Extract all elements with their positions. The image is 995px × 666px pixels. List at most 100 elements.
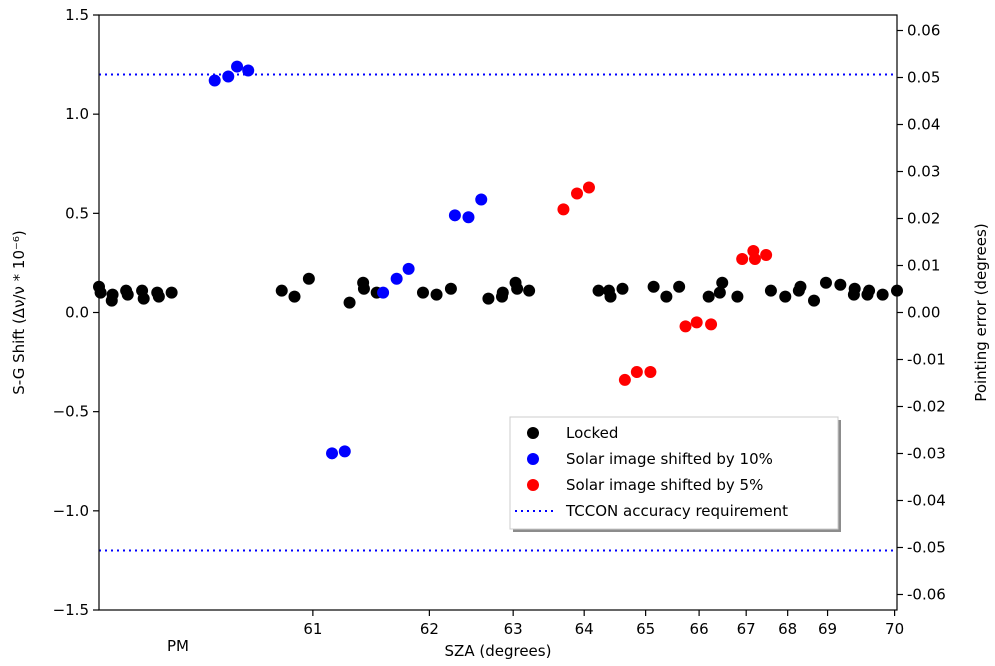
data-point (716, 276, 729, 289)
data-point (673, 280, 686, 293)
data-point (647, 280, 660, 293)
legend-marker (527, 479, 539, 491)
data-point (152, 290, 165, 303)
y-right-tick-label: 0.06 (907, 22, 940, 40)
data-point (482, 292, 495, 305)
data-point (760, 248, 773, 261)
data-point (326, 447, 339, 460)
y-left-tick-label: 1.0 (65, 105, 89, 123)
data-point (592, 284, 605, 297)
data-point (779, 290, 792, 303)
data-point (165, 286, 178, 299)
x-tick-label: 64 (575, 620, 594, 638)
x-axis-label: SZA (degrees) (445, 642, 552, 660)
x-tick-label: 66 (690, 620, 709, 638)
y-left-tick-label: −0.5 (53, 403, 89, 421)
data-point (511, 282, 524, 295)
ticks: 1.5 1.0 0.5 0.0 −0.5 −1.0 −1.5 0.06 0.05 0.04 0.03… (53, 6, 946, 638)
data-point (679, 320, 692, 333)
data-point (377, 286, 390, 299)
y-right-tick-label: -0.05 (907, 538, 946, 556)
data-point (208, 74, 221, 87)
data-point (557, 203, 570, 216)
data-point (644, 366, 657, 378)
x-axis-period-label: PM (167, 637, 189, 655)
y-right-tick-label: 0.03 (907, 163, 940, 181)
data-point (275, 284, 288, 297)
data-point (764, 284, 777, 297)
data-point (357, 282, 370, 295)
data-point (705, 318, 718, 331)
y-right-tick-label: -0.06 (907, 585, 946, 603)
data-point (94, 286, 107, 299)
data-point (794, 280, 807, 293)
data-points (93, 60, 903, 460)
x-tick-label: 62 (420, 620, 439, 638)
data-point (231, 60, 244, 73)
data-point (713, 286, 726, 299)
data-point (616, 282, 629, 295)
legend-label: Solar image shifted by 10% (566, 450, 773, 468)
y-right-tick-label: -0.04 (907, 491, 946, 509)
data-point (731, 290, 744, 303)
y-left-tick-label: −1.0 (53, 502, 89, 520)
y-axis-right-label: Pointing error (degrees) (972, 223, 990, 401)
y-right-tick-label: -0.03 (907, 444, 946, 462)
x-tick-label: 69 (818, 620, 837, 638)
data-point (402, 262, 415, 275)
data-point (338, 445, 351, 458)
y-left-tick-label: 1.5 (65, 6, 89, 24)
legend-label: Locked (566, 424, 618, 442)
data-point (630, 366, 643, 378)
data-point (604, 290, 617, 303)
data-point (444, 282, 457, 295)
legend-marker (527, 427, 539, 439)
data-point (475, 193, 488, 206)
data-point (462, 211, 475, 224)
legend-label: TCCON accuracy requirement (565, 502, 788, 520)
data-point (302, 272, 315, 285)
legend-marker (527, 453, 539, 465)
y-left-tick-label: −1.5 (53, 601, 89, 619)
data-point (242, 64, 255, 77)
x-tick-label: 67 (737, 620, 756, 638)
y-right-tick-label: -0.02 (907, 397, 946, 415)
y-left-tick-label: 0.5 (65, 204, 89, 222)
data-point (222, 70, 235, 83)
data-point (137, 292, 150, 305)
data-point (288, 290, 301, 303)
data-point (390, 272, 403, 285)
data-point (416, 286, 429, 299)
data-point (690, 316, 703, 329)
data-point (876, 288, 889, 301)
x-tick-label: 61 (303, 620, 322, 638)
y-axis-left-label: S-G Shift (Δν/ν * 10⁻⁶) (10, 230, 28, 395)
data-point (582, 181, 595, 194)
data-point (496, 286, 509, 299)
y-right-tick-label: -0.01 (907, 350, 946, 368)
data-point (523, 284, 536, 297)
data-point (834, 278, 847, 291)
data-point (863, 284, 876, 297)
data-point (571, 187, 584, 200)
data-point (819, 276, 832, 289)
data-point (448, 209, 461, 222)
y-left-tick-label: 0.0 (65, 304, 89, 322)
y-right-tick-label: 0.02 (907, 210, 940, 228)
y-right-tick-label: 0.05 (907, 69, 940, 87)
y-right-tick-label: 0.04 (907, 116, 940, 134)
data-point (343, 296, 356, 309)
data-point (748, 252, 761, 265)
legend-label: Solar image shifted by 5% (566, 476, 763, 494)
data-point (660, 290, 673, 303)
x-tick-label: 65 (636, 620, 655, 638)
data-point (106, 288, 119, 301)
data-point (702, 290, 715, 303)
data-point (848, 282, 861, 295)
x-tick-label: 68 (778, 620, 797, 638)
data-point (736, 252, 749, 265)
x-tick-label: 63 (504, 620, 523, 638)
y-right-tick-label: 0.00 (907, 304, 940, 322)
y-right-tick-label: 0.01 (907, 257, 940, 275)
